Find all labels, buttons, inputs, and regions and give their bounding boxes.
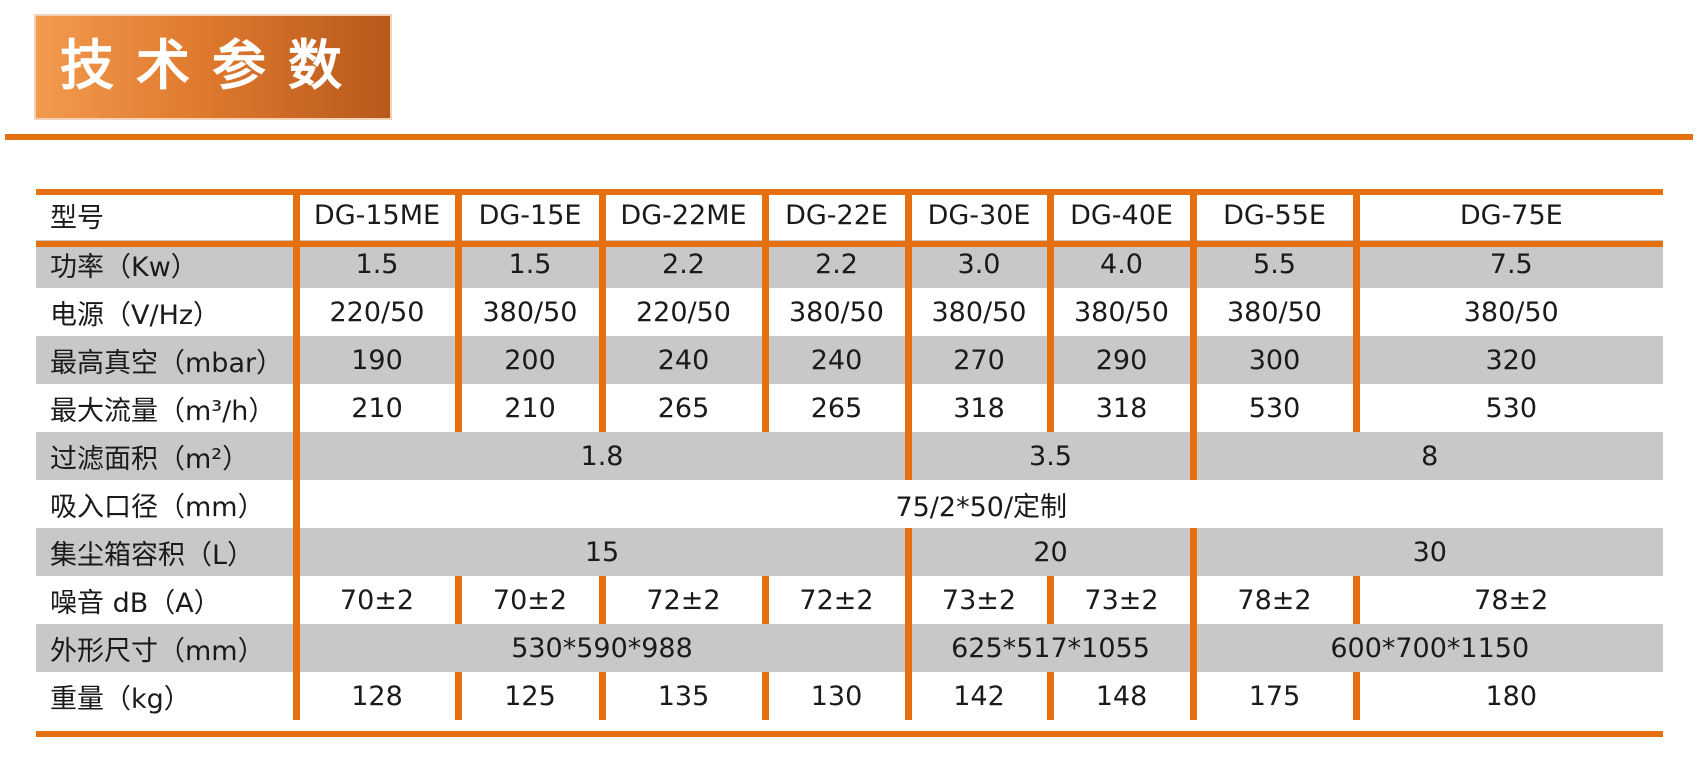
table-row-flow: 最大流量（m³/h） 210 210 265 265 318 318 530 5… — [36, 384, 1663, 432]
row-label: 集尘箱容积（L） — [36, 528, 296, 576]
table-cell: 5.5 — [1189, 240, 1356, 288]
row-label: 功率（Kw） — [36, 240, 296, 288]
table-cell: 380/50 — [904, 288, 1050, 336]
table-cell: 130 — [761, 672, 908, 720]
table-cell: 318 — [904, 384, 1050, 432]
table-row-power: 功率（Kw） 1.5 1.5 2.2 2.2 3.0 4.0 5.5 7.5 — [36, 240, 1663, 288]
table-cell: 210 — [292, 384, 458, 432]
merged-cell: 530*590*988 — [292, 624, 908, 672]
table-cell: 380/50 — [1189, 288, 1356, 336]
table-cell: 200 — [454, 336, 602, 384]
table-cell: 318 — [1046, 384, 1193, 432]
table-cell: 142 — [904, 672, 1050, 720]
row-label: 过滤面积（m²） — [36, 432, 296, 480]
merged-cell: 600*700*1150 — [1189, 624, 1663, 672]
table-cell: 73±2 — [904, 576, 1050, 624]
table-row-inlet: 吸入口径（mm） 75/2*50/定制 — [36, 480, 1663, 528]
table-cell: 72±2 — [761, 576, 908, 624]
merged-cell: 30 — [1189, 528, 1663, 576]
table-cell: 148 — [1046, 672, 1193, 720]
table-header-rule — [36, 241, 1663, 247]
row-label: 型号 — [36, 190, 296, 240]
table-cell: 2.2 — [761, 240, 908, 288]
model-cell: DG-22E — [761, 190, 908, 240]
row-label: 最高真空（mbar） — [36, 336, 296, 384]
table-cell: 128 — [292, 672, 458, 720]
merged-cell: 3.5 — [904, 432, 1193, 480]
section-title: 技术参数 — [60, 34, 364, 97]
merged-cell: 15 — [292, 528, 908, 576]
model-cell: DG-15ME — [292, 190, 458, 240]
table-cell: 240 — [761, 336, 908, 384]
spec-table: 型号 DG-15ME DG-15E DG-22ME DG-22E DG-30E … — [36, 190, 1663, 720]
model-cell: DG-30E — [904, 190, 1050, 240]
table-cell: 78±2 — [1189, 576, 1356, 624]
table-row-bin-volume: 集尘箱容积（L） 15 20 30 — [36, 528, 1663, 576]
table-cell: 290 — [1046, 336, 1193, 384]
table-bottom-rule — [36, 731, 1663, 737]
table-cell: 210 — [454, 384, 602, 432]
table-cell: 1.5 — [292, 240, 458, 288]
table-cell: 190 — [292, 336, 458, 384]
table-cell: 135 — [598, 672, 765, 720]
row-label: 吸入口径（mm） — [36, 480, 296, 528]
table-cell: 380/50 — [761, 288, 908, 336]
table-cell: 320 — [1352, 336, 1663, 384]
table-cell: 4.0 — [1046, 240, 1193, 288]
table-row-vacuum: 最高真空（mbar） 190 200 240 240 270 290 300 3… — [36, 336, 1663, 384]
table-cell: 530 — [1189, 384, 1356, 432]
table-cell: 72±2 — [598, 576, 765, 624]
row-label: 电源（V/Hz） — [36, 288, 296, 336]
table-cell: 73±2 — [1046, 576, 1193, 624]
table-row-dimensions: 外形尺寸（mm） 530*590*988 625*517*1055 600*70… — [36, 624, 1663, 672]
merged-cell: 625*517*1055 — [904, 624, 1193, 672]
model-cell: DG-75E — [1352, 190, 1663, 240]
table-cell: 175 — [1189, 672, 1356, 720]
model-cell: DG-40E — [1046, 190, 1193, 240]
merged-cell: 8 — [1189, 432, 1663, 480]
table-cell: 240 — [598, 336, 765, 384]
row-label: 噪音 dB（A） — [36, 576, 296, 624]
table-cell: 530 — [1352, 384, 1663, 432]
model-cell: DG-22ME — [598, 190, 765, 240]
table-cell: 265 — [598, 384, 765, 432]
row-label: 最大流量（m³/h） — [36, 384, 296, 432]
table-row-model: 型号 DG-15ME DG-15E DG-22ME DG-22E DG-30E … — [36, 190, 1663, 240]
table-cell: 380/50 — [1046, 288, 1193, 336]
table-cell: 125 — [454, 672, 602, 720]
merged-cell: 1.8 — [292, 432, 908, 480]
table-cell: 78±2 — [1352, 576, 1663, 624]
table-cell: 380/50 — [454, 288, 602, 336]
title-divider — [5, 134, 1693, 140]
section-title-banner: 技术参数 — [36, 16, 390, 118]
table-cell: 270 — [904, 336, 1050, 384]
table-row-noise: 噪音 dB（A） 70±2 70±2 72±2 72±2 73±2 73±2 7… — [36, 576, 1663, 624]
table-row-filter-area: 过滤面积（m²） 1.8 3.5 8 — [36, 432, 1663, 480]
table-cell: 1.5 — [454, 240, 602, 288]
table-row-supply: 电源（V/Hz） 220/50 380/50 220/50 380/50 380… — [36, 288, 1663, 336]
table-cell: 7.5 — [1352, 240, 1663, 288]
row-label: 重量（kg） — [36, 672, 296, 720]
table-cell: 70±2 — [292, 576, 458, 624]
table-cell: 265 — [761, 384, 908, 432]
model-cell: DG-55E — [1189, 190, 1356, 240]
model-cell: DG-15E — [454, 190, 602, 240]
table-cell: 220/50 — [598, 288, 765, 336]
table-cell: 3.0 — [904, 240, 1050, 288]
table-cell: 380/50 — [1352, 288, 1663, 336]
table-cell: 180 — [1352, 672, 1663, 720]
row-label: 外形尺寸（mm） — [36, 624, 296, 672]
table-top-rule — [36, 189, 1663, 195]
table-cell: 220/50 — [292, 288, 458, 336]
table-cell: 300 — [1189, 336, 1356, 384]
merged-cell: 20 — [904, 528, 1193, 576]
table-cell: 70±2 — [454, 576, 602, 624]
table-cell: 2.2 — [598, 240, 765, 288]
table-row-weight: 重量（kg） 128 125 135 130 142 148 175 180 — [36, 672, 1663, 720]
merged-cell: 75/2*50/定制 — [292, 480, 1663, 528]
